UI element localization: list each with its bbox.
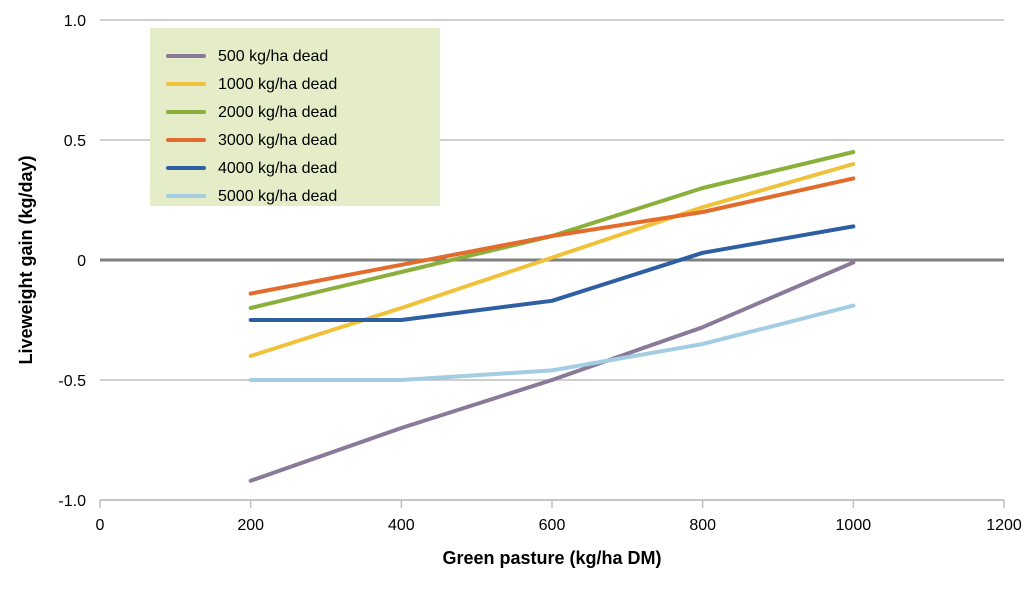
legend-label: 4000 kg/ha dead	[218, 160, 337, 177]
legend-label: 500 kg/ha dead	[218, 48, 328, 65]
y-tick-label: -0.5	[58, 373, 86, 390]
y-tick-label: 1.0	[64, 13, 86, 30]
legend-label: 1000 kg/ha dead	[218, 76, 337, 93]
x-tick-label: 200	[237, 517, 264, 534]
y-tick-label: 0.5	[64, 133, 86, 150]
x-tick-label: 0	[96, 517, 105, 534]
y-tick-label: 0	[77, 253, 86, 270]
x-tick-label: 800	[689, 517, 716, 534]
y-tick-label: -1.0	[58, 493, 86, 510]
x-tick-label: 1000	[836, 517, 872, 534]
x-axis-label: Green pasture (kg/ha DM)	[442, 548, 661, 568]
y-axis-label: Liveweight gain (kg/day)	[16, 155, 36, 364]
x-tick-label: 400	[388, 517, 415, 534]
chart-svg: 0 200 400 600 800 1000 1200 -1.0 -0.5 0 0.5 1.0 Gree…	[0, 0, 1024, 596]
legend-label: 5000 kg/ha dead	[218, 188, 337, 205]
legend-label: 3000 kg/ha dead	[218, 132, 337, 149]
x-tick-label: 600	[539, 517, 566, 534]
liveweight-chart: 0 200 400 600 800 1000 1200 -1.0 -0.5 0 0.5 1.0 Gree…	[0, 0, 1024, 596]
legend-label: 2000 kg/ha dead	[218, 104, 337, 121]
x-tick-label: 1200	[986, 517, 1022, 534]
